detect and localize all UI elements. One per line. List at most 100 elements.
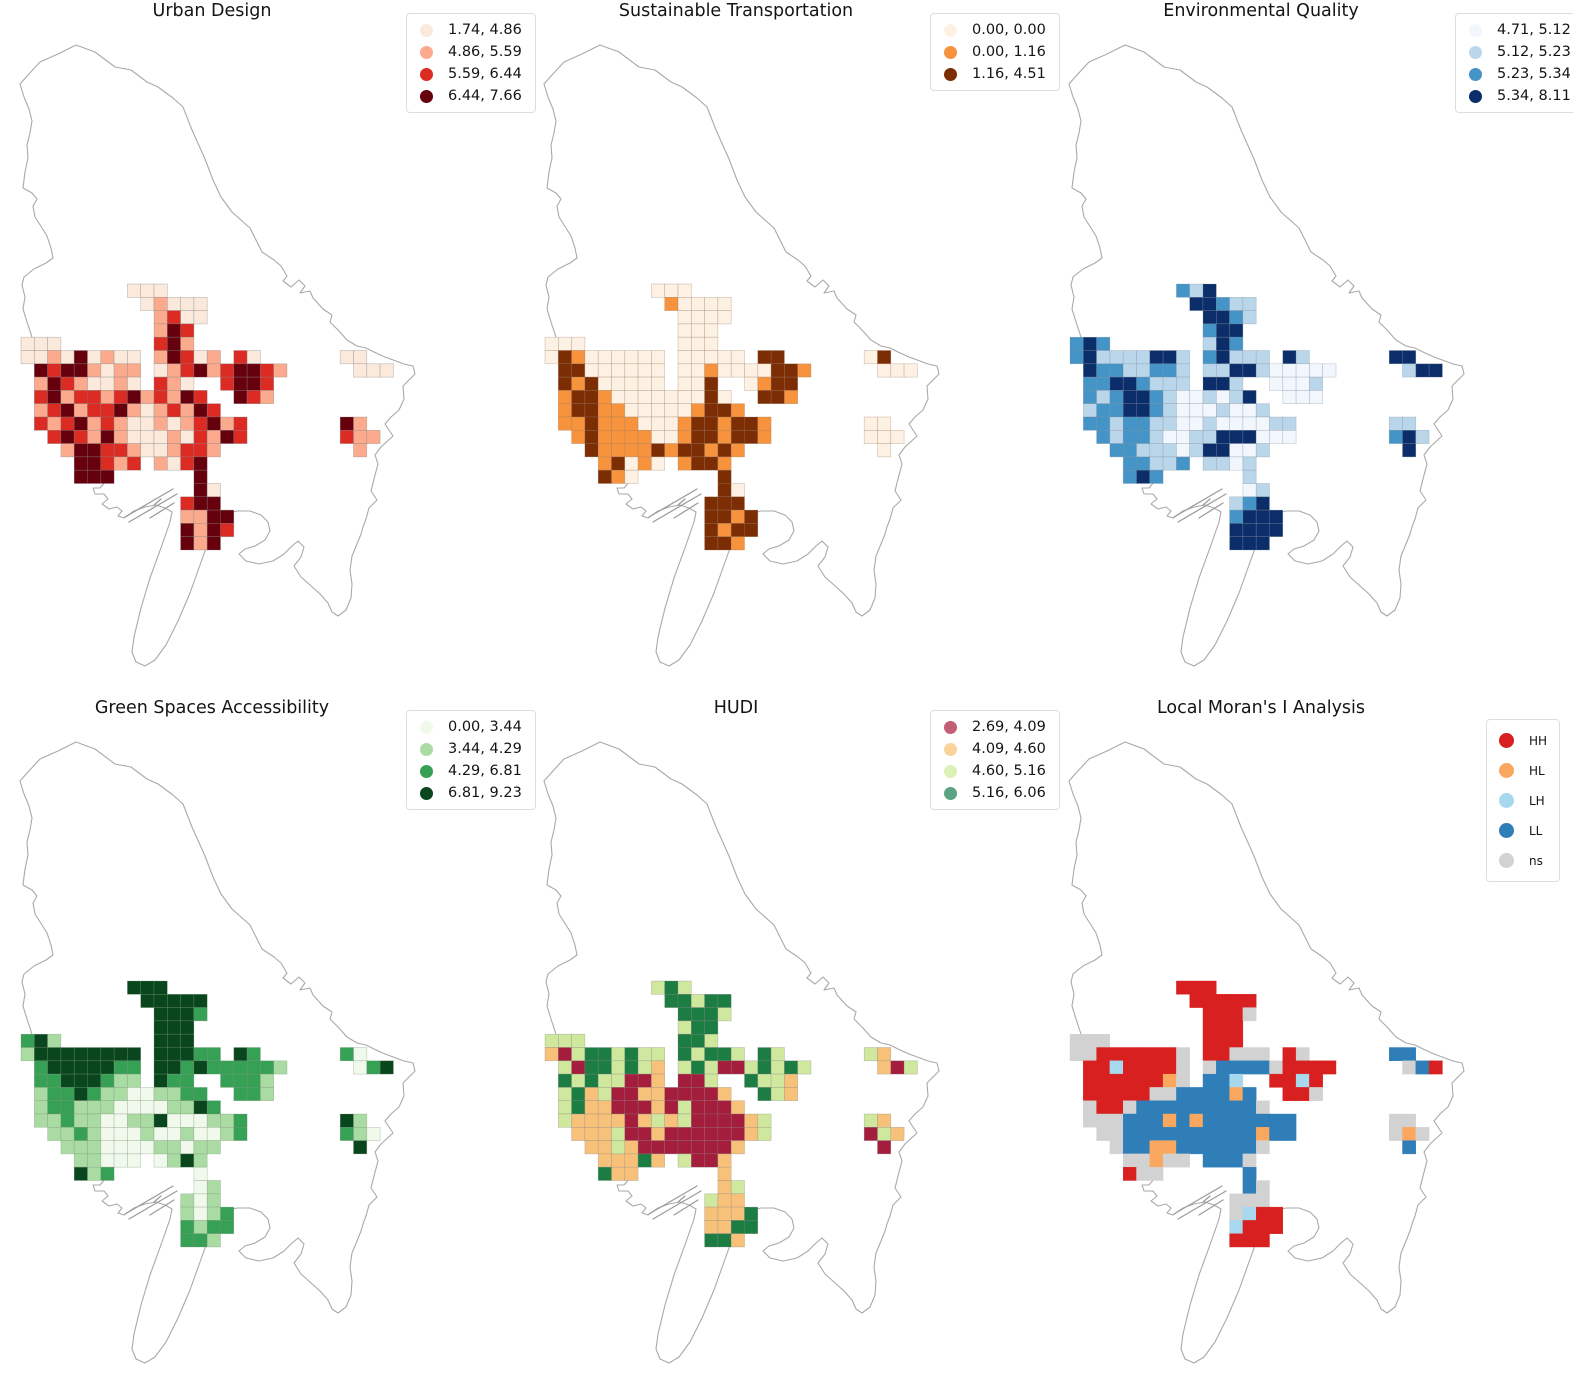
map-cell — [1176, 1060, 1190, 1075]
map-cell — [1282, 1073, 1297, 1088]
map-cell — [704, 1060, 719, 1075]
map-cell — [704, 496, 719, 511]
map-cell — [611, 429, 626, 444]
map-cell — [180, 1113, 195, 1128]
map-cell — [87, 1060, 102, 1075]
map-cell — [1402, 416, 1417, 431]
map-cell — [1216, 296, 1230, 311]
map-cell — [1295, 350, 1310, 365]
map-cell — [730, 1126, 745, 1141]
map-cell — [193, 1180, 208, 1195]
map-cell — [1083, 1047, 1097, 1062]
map-cell — [60, 403, 75, 418]
map-cell — [1255, 1233, 1270, 1248]
map-cell — [100, 1087, 115, 1101]
map-cell — [571, 1047, 586, 1062]
map-cell — [193, 429, 208, 444]
map-cell — [624, 443, 639, 458]
map-cell — [624, 456, 639, 471]
map-cell — [544, 1033, 559, 1048]
map-cell — [704, 993, 719, 1008]
map-cell — [1176, 443, 1191, 458]
map-cell — [1149, 376, 1164, 391]
map-cell — [571, 416, 586, 431]
map-cell — [1122, 350, 1137, 365]
map-cell — [624, 1087, 639, 1101]
map-cell — [1122, 469, 1137, 484]
map-cell — [1255, 1127, 1270, 1141]
map-cell — [127, 1126, 142, 1141]
map-cell — [1136, 1167, 1151, 1181]
map-cell — [180, 1220, 195, 1235]
map-cell — [1255, 443, 1270, 458]
map-cell — [366, 1060, 381, 1075]
map-cell — [193, 1060, 208, 1075]
map-cell — [651, 443, 666, 458]
map-cell — [651, 403, 666, 418]
map-cell — [1242, 509, 1257, 524]
map-cell — [180, 390, 195, 404]
map-cell — [1242, 469, 1257, 484]
map-cell — [33, 1087, 48, 1101]
map-cell — [33, 350, 48, 365]
map-cell — [744, 376, 759, 391]
map-cell — [167, 1153, 181, 1168]
map-cell — [87, 1153, 102, 1168]
breakwater-line — [648, 1185, 698, 1215]
map-cell — [1216, 443, 1230, 458]
map-cell — [246, 350, 261, 365]
map-cell — [1162, 1153, 1177, 1168]
map-cell — [571, 376, 586, 391]
map-cell — [624, 469, 639, 484]
map-cell — [730, 1180, 745, 1195]
map-cell — [1202, 1060, 1217, 1075]
breakwater-line — [673, 1199, 699, 1216]
map-cell — [1202, 403, 1217, 418]
map-cell — [797, 363, 812, 378]
map-cell — [717, 1100, 732, 1115]
map-cell — [193, 1166, 208, 1181]
map-cell — [1109, 376, 1124, 391]
map-cell — [1096, 1100, 1111, 1115]
panel-urban-design: Urban Design 1.74, 4.86 4.86, 5.59 5.59, 6… — [0, 0, 536, 697]
legend-label: 5.59, 6.44 — [448, 66, 522, 82]
panel-title: Sustainable Transportation — [618, 1, 854, 21]
map-cell — [664, 1113, 679, 1128]
legend-label: 4.29, 6.81 — [448, 763, 522, 779]
map-cell — [127, 1087, 142, 1101]
map-cell — [1136, 1060, 1151, 1075]
region-outline — [19, 741, 416, 1364]
map-cell — [784, 1087, 798, 1101]
breakwater-line — [149, 502, 175, 519]
map-cell — [584, 429, 599, 444]
map-cell — [704, 296, 719, 311]
map-cell — [1229, 536, 1244, 551]
map-cell — [1122, 429, 1137, 444]
map-cell — [664, 416, 679, 431]
map-cell — [167, 993, 181, 1008]
map-cell — [113, 363, 128, 378]
map-cell — [127, 376, 142, 391]
map-cell — [717, 1140, 732, 1155]
map-cell — [73, 429, 88, 444]
map-cell — [1096, 1113, 1111, 1128]
map-cell — [127, 1140, 142, 1155]
map-cell — [717, 536, 732, 551]
legend-entry: 5.12, 5.23 — [1469, 44, 1571, 60]
map-cell — [651, 980, 666, 995]
map-cell — [180, 536, 195, 551]
map-cell — [1242, 1220, 1257, 1234]
legend-swatch-circle — [420, 23, 433, 37]
map-cell — [664, 1126, 679, 1141]
map-cell — [73, 350, 88, 365]
map-cell — [1202, 443, 1217, 458]
legend-swatch-circle — [420, 742, 433, 756]
map-cell — [597, 1113, 612, 1128]
map-cell — [1202, 323, 1217, 338]
map-cell — [1136, 443, 1151, 458]
map-cell — [571, 429, 586, 444]
map-cell — [153, 1100, 168, 1115]
breakwater-line — [677, 1195, 686, 1203]
map-cell — [691, 1126, 705, 1141]
map-cell — [651, 376, 666, 391]
